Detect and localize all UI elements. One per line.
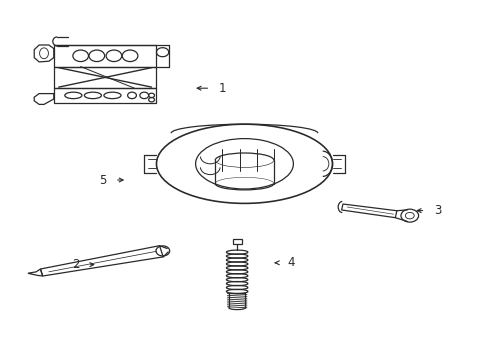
Bar <box>54 45 156 67</box>
Text: 1: 1 <box>218 82 226 95</box>
Text: 4: 4 <box>286 256 294 269</box>
Bar <box>54 67 156 88</box>
Text: 5: 5 <box>99 174 106 186</box>
Text: 3: 3 <box>433 204 441 217</box>
Text: 2: 2 <box>72 258 80 271</box>
Bar <box>232 239 241 244</box>
Bar <box>54 88 156 103</box>
